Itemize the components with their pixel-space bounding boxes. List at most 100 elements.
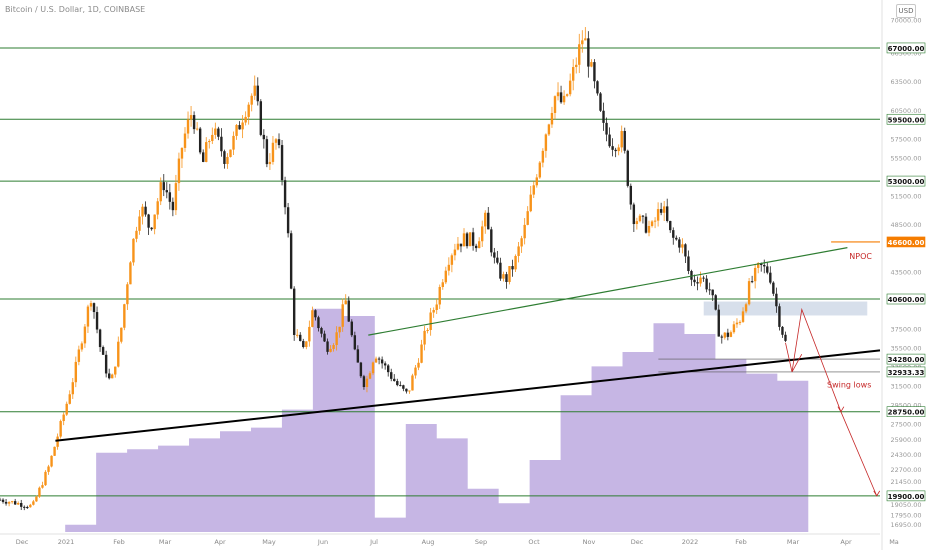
level-label-text: 19900.00 <box>888 493 925 501</box>
price-tick-label: 48500.00 <box>890 221 921 229</box>
candle-body <box>487 212 490 230</box>
candle-body <box>59 421 62 437</box>
level-label-box <box>886 353 926 365</box>
candle-body <box>662 206 666 213</box>
price-tick-label: 29500.00 <box>890 402 921 410</box>
candlesticks <box>0 27 787 511</box>
candle-body <box>678 239 681 248</box>
candle-body <box>156 201 159 215</box>
candle-body <box>253 85 256 96</box>
candle-body <box>341 304 344 327</box>
candle-body <box>696 282 699 284</box>
candle-body <box>44 471 47 486</box>
candle-body <box>568 80 572 95</box>
candle-body <box>393 378 396 382</box>
candle-body <box>186 119 190 134</box>
candle-body <box>123 304 126 328</box>
price-tick-label: 25900.00 <box>890 436 921 444</box>
candle-body <box>675 237 678 240</box>
time-tick-label: Apr <box>214 538 226 546</box>
candle-body <box>435 304 438 311</box>
candle-body <box>180 147 184 159</box>
level-label-text: 53000.00 <box>888 178 925 186</box>
candle-body <box>626 150 629 186</box>
candle-body <box>614 149 617 152</box>
level-label-text: 32933.33 <box>888 369 925 377</box>
price-tick-label: 19050.00 <box>890 501 921 509</box>
candle-body <box>1 499 5 502</box>
npoc-annotation: NPOC <box>849 252 872 261</box>
candle-body <box>532 185 535 195</box>
candle-body <box>738 321 742 323</box>
candle-body <box>47 466 50 472</box>
price-axis[interactable]: 70000.00 66500.00 63500.00 60500.00 57500.00… <box>881 0 922 550</box>
candle-body <box>538 162 542 178</box>
price-tick-label: 60500.00 <box>890 107 921 115</box>
candle-body <box>584 38 587 41</box>
currency-button[interactable]: USD <box>896 4 916 18</box>
candle-body <box>647 225 651 233</box>
candle-body <box>259 101 263 135</box>
candle-body <box>299 334 302 341</box>
level-label-text: 46600.00 <box>888 239 925 247</box>
candle-body <box>741 311 745 322</box>
candle-body <box>256 85 259 102</box>
candle-body <box>553 96 557 113</box>
candle-body <box>338 326 341 333</box>
level-label-box <box>886 366 926 378</box>
candle-body <box>195 128 199 130</box>
candle-body <box>474 245 478 249</box>
candle-body <box>241 122 244 130</box>
price-tick-label: 63500.00 <box>890 78 921 86</box>
projection-path-short <box>791 353 803 373</box>
candle-body <box>405 388 408 392</box>
candle-body <box>641 215 645 217</box>
time-tick-label: Feb <box>113 538 125 546</box>
candle-body <box>377 358 381 360</box>
candle-body <box>402 385 405 389</box>
candle-body <box>92 303 96 313</box>
level-label-box <box>886 406 926 417</box>
candle-body <box>729 332 733 337</box>
candle-body <box>368 373 372 379</box>
candle-body <box>120 327 123 342</box>
candle-body <box>323 333 326 342</box>
candle-body <box>356 349 360 363</box>
candle-body <box>772 282 775 294</box>
candle-body <box>107 373 111 379</box>
candle-body <box>414 367 417 376</box>
candle-body <box>432 310 435 313</box>
candle-body <box>326 341 329 352</box>
candle-body <box>493 252 496 258</box>
candle-body <box>550 112 554 125</box>
candle-body <box>77 349 81 362</box>
time-tick-label: Jun <box>317 538 328 546</box>
candle-body <box>214 128 217 135</box>
candle-body <box>650 221 654 226</box>
candle-body <box>396 381 399 386</box>
candle-body <box>717 309 720 337</box>
candle-body <box>68 394 71 404</box>
candle-body <box>365 378 369 388</box>
price-tick-label: 66500.00 <box>890 50 921 58</box>
candle-body <box>311 310 314 327</box>
candle-body <box>86 306 90 327</box>
candle-body <box>778 306 781 327</box>
candle-body <box>465 233 469 247</box>
candle-body <box>320 328 323 334</box>
candle-body <box>198 128 202 153</box>
price-tick-label: 16950.00 <box>890 521 921 529</box>
candle-body <box>520 238 523 247</box>
candle-body <box>599 93 602 111</box>
candle-body <box>350 321 353 336</box>
candle-body <box>335 332 338 346</box>
arrowhead <box>837 406 845 413</box>
candle-body <box>723 332 727 338</box>
candle-body <box>283 180 287 208</box>
candle-body <box>556 92 560 97</box>
candle-body <box>593 62 596 82</box>
candle-body <box>499 262 502 279</box>
time-axis[interactable]: Dec 2021 Feb Mar Apr May Jun Jul Aug Sep Oct Nov Dec… <box>0 533 899 546</box>
price-tick-label: 17950.00 <box>890 511 921 519</box>
